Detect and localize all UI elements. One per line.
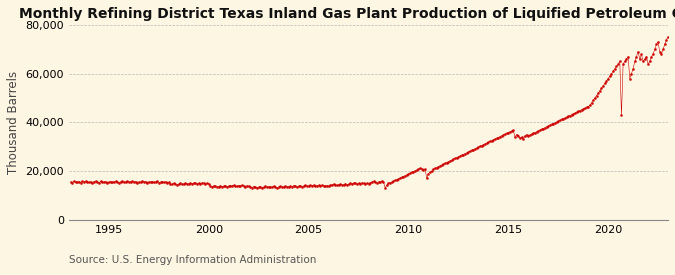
Text: Source: U.S. Energy Information Administration: Source: U.S. Energy Information Administ… <box>69 255 317 265</box>
Y-axis label: Thousand Barrels: Thousand Barrels <box>7 71 20 174</box>
Title: Monthly Refining District Texas Inland Gas Plant Production of Liquified Petrole: Monthly Refining District Texas Inland G… <box>19 7 675 21</box>
